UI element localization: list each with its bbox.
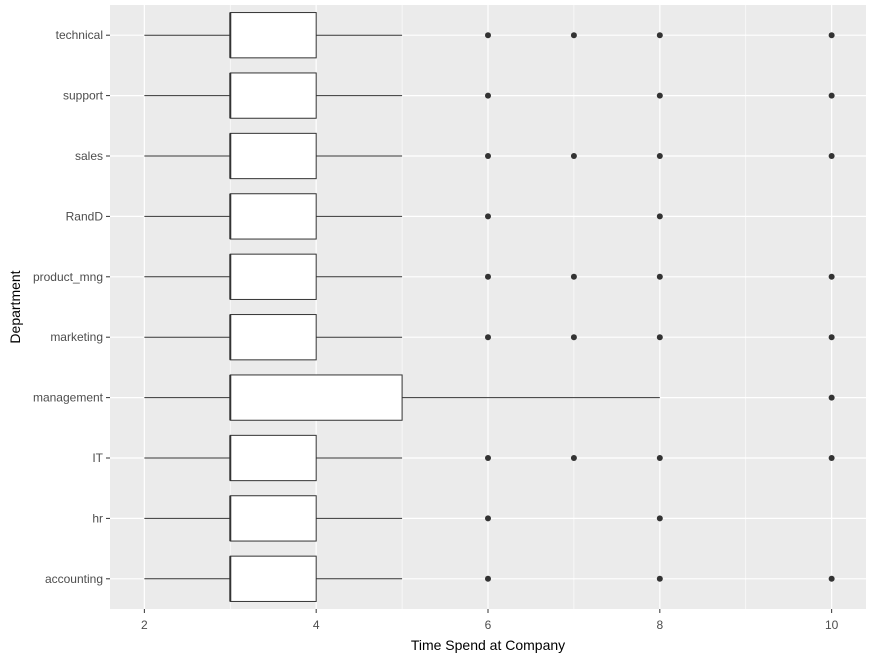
outlier-point [485,32,491,39]
y-tick-label: product_mng [33,270,103,284]
x-tick-label: 2 [141,618,148,632]
x-tick-label: 6 [485,618,492,632]
outlier-point [828,455,835,461]
outlier-point [656,455,663,461]
box-management [144,374,835,421]
iqr-box [229,253,317,300]
outlier-point [485,213,491,220]
outlier-point [570,334,577,341]
iqr-box [229,555,317,602]
outlier-point [570,273,577,280]
y-axis-title: Department [7,270,23,343]
outlier-point [828,32,835,39]
outlier-point [485,92,491,99]
outlier-point [828,92,835,99]
y-tick-label: technical [56,28,103,42]
iqr-box [229,193,317,240]
y-tick-label: IT [92,451,103,465]
outlier-point [485,273,491,280]
outlier-point [828,394,835,401]
box-product_mng [144,253,835,300]
outlier-point [570,455,577,461]
y-tick-label: hr [92,511,103,525]
iqr-box [229,12,317,59]
outlier-point [656,334,663,341]
box-accounting [144,555,835,602]
y-tick-label: support [63,89,104,103]
y-tick-label: marketing [50,330,103,344]
outlier-point [828,273,835,280]
box-series [144,12,835,602]
box-sales [144,132,835,180]
y-tick-label: accounting [45,572,103,586]
outlier-point [656,575,663,582]
box-hr [144,495,663,542]
box-RandD [144,193,663,240]
x-axis-title: Time Spend at Company [411,637,565,653]
box-IT [144,434,835,482]
outlier-point [570,32,577,39]
outlier-point [656,213,663,220]
x-tick-label: 8 [656,618,663,632]
outlier-point [828,153,835,159]
iqr-box [229,434,317,482]
outlier-point [485,455,491,461]
outlier-point [485,153,491,159]
outlier-point [485,515,491,522]
y-tick-label: management [33,391,104,405]
x-axis: 2 4 6 8 10 [141,609,839,632]
y-tick-label: sales [75,149,103,163]
iqr-box [229,72,317,119]
outlier-point [485,334,491,341]
iqr-box [229,132,317,180]
outlier-point [485,575,491,582]
outlier-point [656,273,663,280]
iqr-box [229,374,403,421]
box-support [144,72,835,119]
outlier-point [656,515,663,522]
outlier-point [656,32,663,39]
outlier-point [656,92,663,99]
y-axis: accounting hr IT management marketing product… [33,28,110,586]
outlier-point [828,334,835,341]
outlier-point [656,153,663,159]
y-tick-label: RandD [66,209,104,223]
x-tick-label: 4 [313,618,320,632]
box-technical [144,12,835,59]
iqr-box [229,314,317,361]
iqr-box [229,495,317,542]
box-marketing [144,314,835,361]
outlier-point [828,575,835,582]
outlier-point [570,153,577,159]
x-tick-label: 10 [825,618,839,632]
